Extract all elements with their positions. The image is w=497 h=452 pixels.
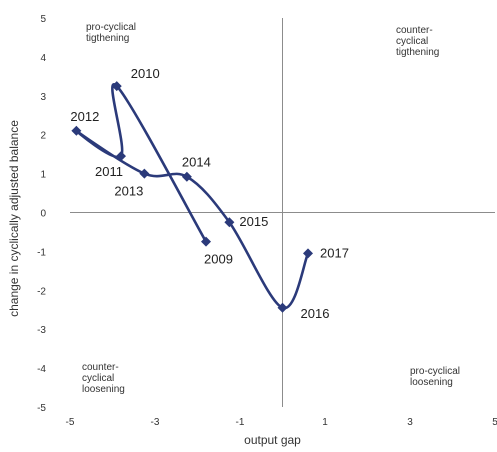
- quadrant-label-bottom-left: counter-cyclical loosening: [82, 362, 125, 395]
- y-tick-label: -5: [37, 403, 46, 414]
- x-tick-label: -5: [66, 417, 75, 428]
- data-point-label: 2017: [320, 245, 349, 260]
- quadrant-label-line: cyclical: [82, 373, 114, 384]
- data-point-marker: [277, 302, 288, 313]
- data-point-marker: [116, 151, 126, 162]
- data-point-label: 2009: [204, 252, 233, 267]
- series-line: [75, 83, 310, 310]
- quadrant-label-line: pro-cyclical: [410, 366, 460, 377]
- data-point-marker: [111, 81, 122, 92]
- data-point-marker: [224, 217, 235, 228]
- quadrant-label-line: cyclical: [396, 36, 428, 47]
- x-axis-title: output gap: [244, 433, 301, 447]
- x-tick-label: -3: [151, 417, 160, 428]
- data-point-label: 2013: [114, 184, 143, 199]
- y-tick-label: -4: [37, 364, 46, 375]
- data-point-label: 2010: [131, 66, 160, 81]
- quadrant-label-line: loosening: [410, 377, 453, 388]
- quadrant-label-line: counter-: [82, 362, 119, 373]
- data-point-marker: [71, 125, 82, 136]
- data-point-marker: [201, 236, 211, 247]
- x-tick-labels: -5 -3 -1 1 3 5: [66, 417, 497, 428]
- y-tick-label: 5: [40, 14, 46, 25]
- x-tick-label: 1: [322, 417, 328, 428]
- data-point-label: 2012: [70, 109, 99, 124]
- quadrant-annotations: pro-cyclical tigthening counter-cyclical t…: [82, 22, 460, 395]
- y-tick-label: -1: [37, 247, 46, 258]
- quadrant-label-line: pro-cyclical: [86, 22, 136, 33]
- data-point-labels: 2009 2010 2011 2012 2013 2014 2015 2016 2017: [70, 66, 349, 321]
- y-tick-labels: 5 4 3 2 1 0 -1 -2 -3 -4 -5: [37, 14, 46, 414]
- data-point-marker: [181, 171, 192, 182]
- x-tick-label: 3: [407, 417, 413, 428]
- data-markers: [71, 81, 313, 313]
- data-point-label: 2011: [95, 164, 123, 179]
- axes: [70, 18, 495, 407]
- y-tick-label: 0: [40, 209, 46, 220]
- quadrant-label-line: loosening: [82, 384, 125, 395]
- y-axis-title: change in cyclically adjusted balance: [7, 120, 21, 317]
- y-tick-label: -3: [37, 325, 46, 336]
- y-tick-label: 2: [40, 131, 46, 142]
- quadrant-label-line: tigthening: [396, 47, 439, 58]
- x-tick-label: 5: [492, 417, 497, 428]
- x-tick-label: -1: [236, 417, 245, 428]
- data-point-label: 2015: [239, 214, 268, 229]
- y-tick-label: -2: [37, 286, 46, 297]
- quadrant-label-line: counter-: [396, 25, 433, 36]
- quadrant-label-top-left: pro-cyclical tigthening: [86, 22, 136, 44]
- data-point-label: 2016: [301, 306, 330, 321]
- series: 2009 2010 2011 2012 2013 2014 2015 2016 2017: [70, 66, 349, 321]
- quadrant-label-bottom-right: pro-cyclical loosening: [410, 366, 460, 388]
- quadrant-label-line: tigthening: [86, 33, 129, 44]
- y-tick-label: 4: [40, 53, 46, 64]
- data-point-marker: [139, 168, 150, 179]
- data-point-marker: [303, 248, 313, 259]
- y-tick-label: 3: [40, 92, 46, 103]
- quadrant-label-top-right: counter-cyclical tigthening: [396, 25, 439, 58]
- data-point-label: 2014: [182, 155, 211, 170]
- y-tick-label: 1: [40, 170, 46, 181]
